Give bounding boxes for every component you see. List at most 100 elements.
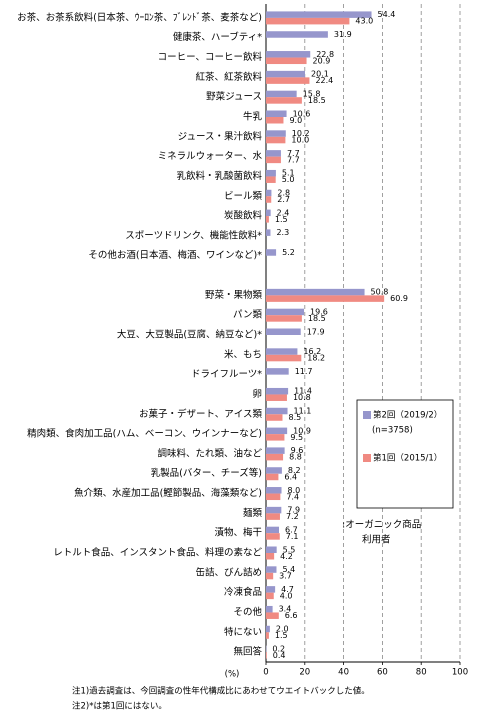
value-label: 10.0	[291, 136, 309, 145]
value-label: 18.5	[308, 314, 326, 323]
value-label: 2.3	[276, 228, 289, 237]
y-tick-label: 牛乳	[243, 111, 263, 123]
bar	[266, 354, 302, 362]
bar	[266, 156, 281, 164]
y-tick-label: 精肉類、食肉加工品(ハム、ベーコン、ウインナーなど)	[27, 428, 262, 440]
value-label: 20.9	[313, 56, 331, 65]
note: 注1)過去調査は、今回調査の性年代構成比にあわせてウエイトバックした値。	[72, 686, 370, 697]
y-tick-label: その他	[233, 606, 262, 618]
value-label: 60.9	[390, 294, 408, 303]
bar	[266, 196, 272, 203]
bar	[266, 216, 269, 223]
bar	[266, 467, 282, 474]
x-tick-label: 100	[452, 668, 468, 678]
value-label: 5.2	[282, 248, 295, 257]
bar	[266, 229, 271, 236]
y-tick-label: 乳製品(バター、チーズ等)	[151, 467, 262, 479]
bar	[266, 506, 282, 514]
y-tick-label: 調味料、たれ類、油など	[157, 447, 262, 459]
bar	[266, 453, 284, 461]
bar	[266, 51, 311, 58]
value-label: 11.7	[295, 367, 313, 376]
value-label: 7.7	[287, 149, 300, 158]
bar	[266, 368, 289, 375]
value-label: 18.2	[307, 354, 325, 363]
y-tick-label: その他お酒(日本酒、梅酒、ワインなど)*	[88, 249, 262, 261]
value-label: 43.0	[355, 17, 373, 26]
value-label: 17.9	[307, 327, 325, 336]
value-label: 5.1	[282, 169, 295, 178]
value-label: 1.5	[275, 215, 288, 224]
x-tick-label: 20	[299, 668, 310, 678]
bar	[266, 632, 269, 639]
bar	[266, 394, 287, 401]
bar	[266, 407, 288, 415]
y-tick-label: ミネラルウォーター、水	[158, 150, 263, 162]
bar	[266, 150, 281, 157]
value-label: 6.4	[284, 472, 297, 481]
value-label: 10.8	[293, 393, 311, 402]
value-label: 22.8	[316, 50, 334, 59]
bar	[266, 566, 277, 573]
y-tick-label: 漬物、梅干	[214, 527, 262, 539]
bar	[266, 136, 286, 144]
y-tick-label: 紅茶、紅茶飲料	[195, 71, 262, 83]
legend-swatch	[363, 411, 371, 419]
value-label: 9.5	[290, 433, 303, 442]
bar	[266, 348, 298, 355]
bar	[266, 387, 289, 395]
value-label: 0.4	[273, 651, 286, 660]
x-tick-label: 80	[416, 668, 427, 678]
y-tick-label: 大豆、大豆製品(豆腐、納豆など)*	[117, 329, 262, 341]
y-tick-label: お菓子・デザート、アイス類	[139, 408, 263, 420]
bar	[266, 77, 310, 84]
bar	[266, 57, 307, 65]
value-label: 50.8	[371, 288, 389, 297]
y-tick-label: スポーツドリンク、機能性飲料*	[125, 229, 262, 241]
value-label: 1.5	[275, 631, 288, 640]
value-label: 2.8	[277, 189, 290, 198]
value-label: 8.5	[288, 413, 301, 422]
bar	[266, 328, 301, 335]
value-label: 4.7	[281, 585, 294, 594]
x-tick-label: 0	[263, 668, 268, 678]
y-tick-label: コーヒー、コーヒー飲料	[158, 51, 263, 63]
bar	[266, 110, 287, 117]
y-tick-label: 乳飲料・乳酸菌飲料	[176, 170, 262, 182]
value-label: 4.0	[280, 591, 293, 600]
bar	[266, 176, 276, 183]
value-label: 54.4	[378, 10, 396, 19]
y-tick-label: ジュース・果汁飲料	[178, 130, 263, 142]
note: 注2)*は第1回にはない。	[72, 701, 167, 712]
value-label: 7.1	[286, 532, 299, 541]
bar	[266, 586, 276, 593]
bar	[266, 572, 274, 580]
y-tick-label: 冷凍食品	[224, 586, 262, 598]
bar	[266, 414, 283, 421]
bar	[266, 493, 281, 501]
value-label: 6.6	[285, 611, 298, 620]
y-tick-label: ドライフルーツ*	[191, 369, 262, 380]
bar	[266, 513, 280, 520]
bar	[266, 612, 279, 619]
value-label: 9.0	[289, 116, 302, 125]
y-tick-label: 魚介類、水産加工品(鰹節製品、海藻類など)	[74, 487, 262, 499]
bar	[266, 315, 302, 322]
value-label: 15.8	[303, 89, 321, 98]
value-label: 8.8	[289, 453, 302, 462]
value-label: 2.4	[277, 208, 290, 217]
value-label: 7.7	[287, 155, 300, 164]
bar	[266, 288, 365, 296]
bar	[266, 249, 277, 256]
y-tick-label: レトルト食品、インスタント食品、料理の素など	[53, 547, 262, 559]
value-label: 2.0	[276, 625, 289, 634]
bar	[266, 533, 280, 540]
value-label: 8.0	[288, 486, 301, 495]
x-tick-label: 40	[338, 668, 349, 678]
y-tick-label: 卵	[252, 389, 262, 400]
y-tick-label: お茶、お茶系飲料(日本茶、ｳｰﾛﾝ茶、ﾌﾞﾚﾝﾄﾞ茶、麦茶など)	[17, 11, 262, 23]
value-label: 10.9	[293, 426, 311, 435]
value-label: 8.2	[288, 466, 301, 475]
bar	[266, 209, 271, 217]
